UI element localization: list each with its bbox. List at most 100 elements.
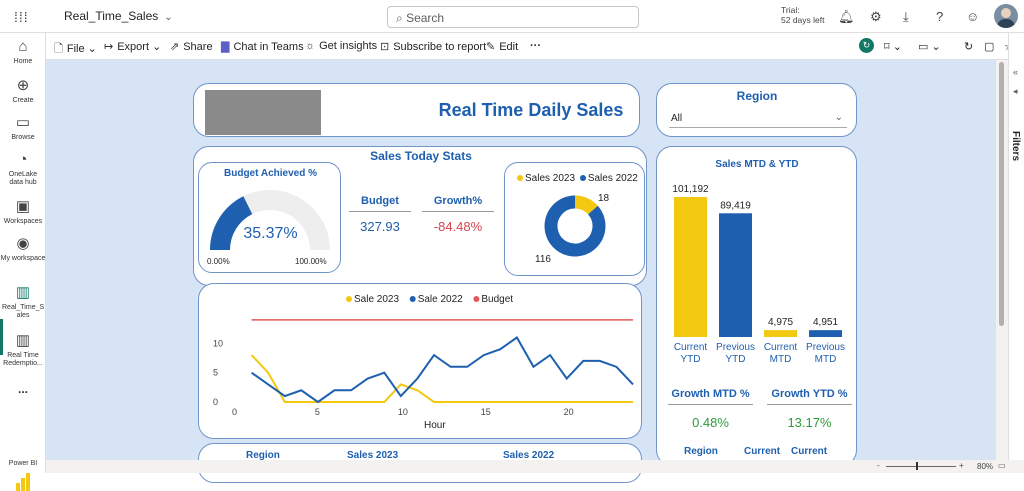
subscribe-icon: ⊡ [380,41,390,53]
hourly-sales-line-chart[interactable]: Sale 2023 Sale 2022 Budget 0 5 10 0 5 10 15 20 Hour [198,283,642,439]
nav-home[interactable]: ⌂ Home [0,39,46,66]
donut-slice-sales-2023[interactable] [574,195,598,215]
nav-my-workspace[interactable]: ◉ My workspace [0,236,46,263]
right-table-header-current-1: Current [744,446,781,457]
bar-value-label: 4,975 [768,317,793,328]
comment-icon[interactable]: ▢ [984,41,995,53]
series-line-sale-2023[interactable] [250,354,633,403]
bar-previous-mtd[interactable] [809,330,842,337]
growth-mtd-value: 0.48% [692,415,729,430]
nav-browse[interactable]: ▭ Browse [0,115,46,142]
report-icon: ▥ [15,332,31,349]
bar-current-mtd[interactable] [764,330,797,337]
search-placeholder: Search [406,11,445,25]
chat-in-teams-button[interactable]: ▇ Chat in Teams [221,40,304,53]
triangle-left-icon: ◂ [1013,86,1018,96]
bar-current-ytd[interactable] [674,197,707,337]
power-bi-brand-label: Power BI [8,460,38,467]
nav-onelake-data-hub[interactable]: ◔ OneLake data hub [0,152,46,187]
gauge-svg [210,190,330,251]
report-name-dropdown[interactable]: Real_Time_Sales ⌄ [64,9,173,23]
bookmark-icon[interactable]: ⌑ ⌄ [884,41,902,53]
file-icon: 🗋︎ [54,43,63,55]
more-options-button[interactable]: ··· [530,40,541,52]
feedback-smiley-icon[interactable]: ☺ [966,9,980,24]
nav-real-time-sales[interactable]: ▥ Real_Time_S ales [0,285,46,320]
filters-pane[interactable]: « ◂ Filters [1008,33,1024,460]
chat-label: Chat in Teams [233,41,304,53]
teams-icon: ▇ [221,41,230,53]
budget-achieved-gauge[interactable]: Budget Achieved % 35.37% 0.00% 100.00% [198,162,341,273]
bar-category-label: Current [764,342,798,353]
nav-label: Real_Time_S ales [2,304,45,319]
edit-button[interactable]: ✎ Edit [486,40,518,53]
legend-sale-2022: Sale 2022 [418,294,463,305]
mtd-ytd-bar-chart[interactable]: 101,192CurrentYTD89,419PreviousYTD4,975C… [657,147,857,387]
zoom-slider-thumb[interactable] [916,462,918,470]
gauge-title: Budget Achieved % [224,168,317,179]
top-bar: ⁞⁞⁞ Real_Time_Sales ⌄ ⌕ Search Trial: 52 d… [0,0,1024,33]
region-slicer-title: Region [736,89,778,103]
app-launcher-icon[interactable]: ⁞⁞⁞ [14,9,29,25]
region-slicer[interactable]: Region All ⌄ [656,83,857,137]
sales-today-stats-title: Sales Today Stats [370,149,472,163]
report-title: Real Time Daily Sales [438,100,624,120]
legend-dot-sales-2022 [579,174,586,181]
zoom-in-button[interactable]: + [959,461,964,470]
right-table-header-current-2: Current [791,446,828,457]
growth-value: -84.48% [433,219,483,234]
download-icon[interactable]: ⤓ [903,9,909,24]
zoom-out-button[interactable]: - [877,461,880,470]
gauge-max-label: 100.00% [295,257,327,266]
nav-create[interactable]: ⊕ Create [0,78,46,105]
scrollbar-thumb[interactable] [999,62,1004,326]
bar-previous-ytd[interactable] [719,213,752,337]
gauge-value: 35.37% [243,225,298,242]
refresh-status-icon[interactable]: ↻ [859,38,874,53]
sales-mtd-ytd-card: Sales MTD & YTD 101,192 Current YTD 89,419 P… [656,146,857,466]
donut-slice-sales-2022[interactable] [544,195,606,257]
onelake-icon: ◔ [18,151,28,168]
insights-label: Get insights [319,40,378,52]
view-icon[interactable]: ▭ ⌄ [918,41,941,53]
edit-label: Edit [499,41,519,53]
fit-to-page-icon[interactable]: ▭ [998,461,1006,470]
plus-circle-icon: ⊕ [16,77,30,94]
subscribe-button[interactable]: ⊡ Subscribe to report [380,40,486,53]
donut-svg [544,195,606,257]
reload-icon[interactable]: ↻ [964,41,974,53]
lightbulb-icon: ☼ [305,40,316,52]
folder-icon: ▭ [15,114,31,131]
user-avatar[interactable] [994,4,1018,28]
collapse-left-icon[interactable]: « [1013,67,1019,77]
nav-more[interactable]: ... [0,383,46,395]
growth-label: Growth% [422,195,494,212]
bar-category-label: YTD [726,354,746,365]
pencil-icon: ✎ [486,41,496,53]
chevron-down-icon: ⌄ [87,43,97,55]
donut-label-2022: 116 [535,254,551,265]
share-label: Share [183,41,213,53]
series-line-sale-2022[interactable] [251,336,634,404]
sales-today-stats-card: Sales Today Stats Budget Achieved % 35.3… [193,146,647,286]
legend-budget: Budget [481,294,513,305]
export-menu[interactable]: ↦ Export ⌄ [104,40,161,53]
x-tick-label: 20 [564,407,574,417]
budget-label: Budget [349,195,411,212]
settings-gear-icon[interactable]: ⚙︎ [870,9,882,24]
zoom-slider[interactable] [886,466,956,467]
help-icon[interactable]: ? [936,9,944,24]
file-menu[interactable]: 🗋︎ File ⌄ [54,40,97,59]
budget-value: 327.93 [360,219,400,234]
nav-workspaces[interactable]: ▣ Workspaces [0,199,46,226]
vertical-scrollbar[interactable] [996,60,1008,460]
get-insights-button[interactable]: ☼ Get insights [305,40,377,52]
sales-donut-chart[interactable]: Sales 2023 Sales 2022 18 116 [504,162,645,276]
share-button[interactable]: ⇗ Share [170,40,213,53]
region-dropdown[interactable]: All ⌄ [669,110,847,128]
search-input[interactable]: ⌕ Search [387,6,639,28]
table-header-sales-2023: Sales 2023 [347,450,399,461]
notifications-icon[interactable]: 🔔︎ [838,9,855,24]
chevron-down-icon: ⌄ [834,112,843,123]
nav-real-time-redemption[interactable]: ▥ Real Time Redemptio... [0,333,46,368]
